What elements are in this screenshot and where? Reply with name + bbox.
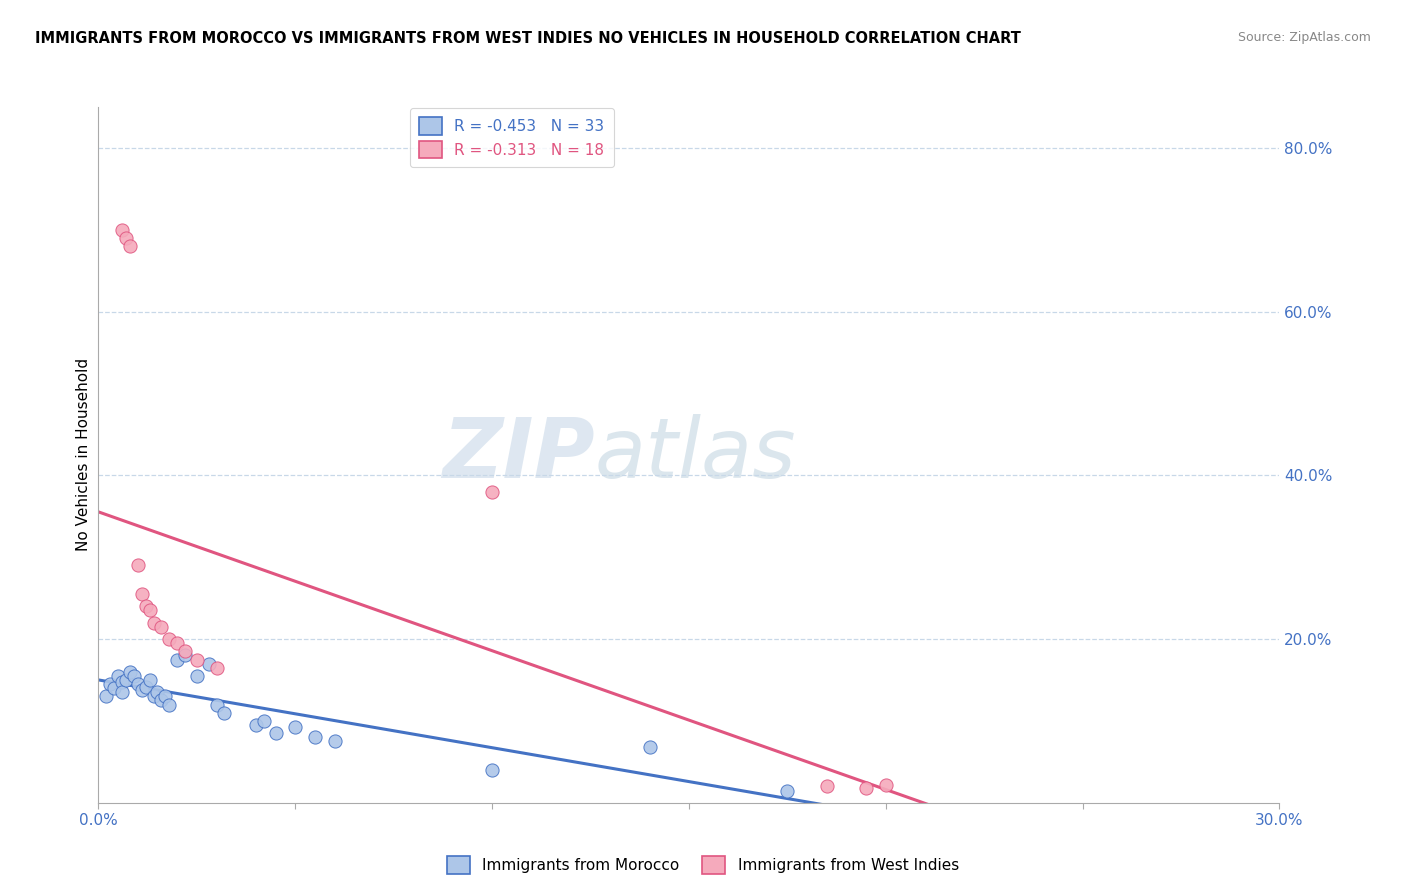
Point: [815, 780, 838, 794]
Point: [111, 685, 134, 699]
Point: [166, 636, 188, 650]
Point: [253, 714, 276, 728]
Point: [96, 690, 118, 704]
Point: [135, 680, 157, 694]
Point: [115, 673, 138, 687]
Point: [115, 231, 138, 245]
Point: [111, 674, 134, 689]
Point: [776, 783, 799, 797]
Point: [186, 652, 208, 666]
Point: [127, 558, 149, 573]
Point: [304, 731, 326, 745]
Point: [245, 718, 267, 732]
Point: [186, 669, 208, 683]
Point: [264, 726, 287, 740]
Text: Source: ZipAtlas.com: Source: ZipAtlas.com: [1237, 31, 1371, 45]
Point: [205, 698, 228, 712]
Point: [323, 734, 346, 748]
Point: [122, 669, 145, 683]
Point: [214, 706, 236, 720]
Point: [131, 682, 153, 697]
Point: [205, 661, 228, 675]
Point: [111, 223, 134, 237]
Point: [166, 652, 188, 666]
Point: [138, 673, 160, 687]
Point: [103, 681, 125, 696]
Point: [142, 690, 165, 704]
Point: [481, 763, 503, 777]
Point: [157, 632, 180, 646]
Point: [107, 669, 129, 683]
Point: [142, 615, 165, 630]
Point: [98, 677, 121, 691]
Point: [138, 603, 160, 617]
Point: [875, 778, 897, 792]
Point: [135, 599, 157, 614]
Point: [197, 657, 219, 671]
Y-axis label: No Vehicles in Household: No Vehicles in Household: [76, 359, 91, 551]
Point: [118, 239, 141, 253]
Point: [174, 644, 197, 658]
Point: [284, 721, 307, 735]
Point: [146, 685, 169, 699]
Point: [150, 693, 173, 707]
Point: [174, 648, 197, 663]
Point: [118, 665, 141, 679]
Text: ZIP: ZIP: [441, 415, 595, 495]
Point: [855, 780, 877, 795]
Point: [131, 587, 153, 601]
Point: [638, 740, 661, 755]
Legend: R = -0.453   N = 33, R = -0.313   N = 18: R = -0.453 N = 33, R = -0.313 N = 18: [411, 108, 613, 168]
Text: IMMIGRANTS FROM MOROCCO VS IMMIGRANTS FROM WEST INDIES NO VEHICLES IN HOUSEHOLD : IMMIGRANTS FROM MOROCCO VS IMMIGRANTS FR…: [35, 31, 1021, 46]
Point: [157, 698, 180, 712]
Legend: Immigrants from Morocco, Immigrants from West Indies: Immigrants from Morocco, Immigrants from…: [441, 850, 965, 880]
Point: [150, 620, 173, 634]
Text: atlas: atlas: [595, 415, 796, 495]
Point: [127, 677, 149, 691]
Point: [481, 484, 503, 499]
Point: [155, 690, 177, 704]
